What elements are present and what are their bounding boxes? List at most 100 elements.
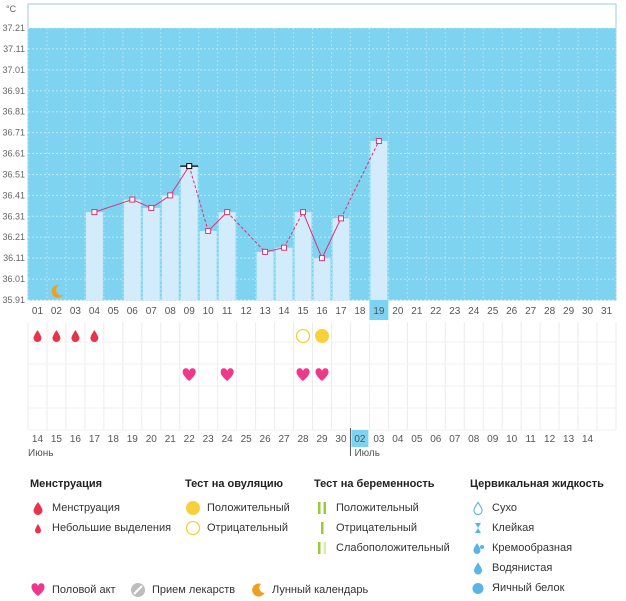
calendar-date-label: 06 xyxy=(430,434,442,445)
calendar-date-label: 29 xyxy=(316,434,328,445)
legend-pregnancy-positive: Положительный xyxy=(314,498,450,518)
legend-cervical-watery-label: Водянистая xyxy=(492,562,553,574)
calendar-date-label: 18 xyxy=(108,434,120,445)
legend-intercourse-label: Половой акт xyxy=(52,584,116,596)
legend-spotting-item: Небольшие выделения xyxy=(30,518,171,538)
calendar-highlight xyxy=(351,430,369,447)
temperature-bar xyxy=(180,166,198,300)
cycle-day-label: 23 xyxy=(449,306,461,317)
cycle-day-label: 10 xyxy=(203,306,215,317)
calendar-date-label: 13 xyxy=(563,434,575,445)
cycle-day-label: 15 xyxy=(297,306,309,317)
egg-white-icon xyxy=(470,580,486,596)
intercourse-heart xyxy=(182,368,196,381)
y-unit-label: °C xyxy=(6,4,17,14)
cycle-day-label: 27 xyxy=(525,306,537,317)
temperature-line-segment xyxy=(302,211,323,259)
month-label-june: Июнь xyxy=(28,448,53,459)
calendar-date-label: 04 xyxy=(392,434,404,445)
legend-pregnancy: Тест на беременность Положительный Отриц… xyxy=(314,478,450,558)
hourglass-icon xyxy=(470,520,486,536)
water-drop-icon xyxy=(470,560,486,576)
legend-cervical: Цервикальная жидкость Сухо Клейкая Кремо… xyxy=(470,478,604,598)
calendar-date-label: 14 xyxy=(32,434,44,445)
legend-cervical-creamy-label: Кремообразная xyxy=(492,542,573,554)
creamy-drop-icon xyxy=(470,540,486,556)
legend-moon: Лунный календарь xyxy=(250,580,368,600)
cycle-day-label: 13 xyxy=(260,306,272,317)
legend-pregnancy-weak-label: Слабоположительный xyxy=(336,542,450,554)
outline-drop-icon xyxy=(470,500,486,516)
legend-medication: Прием лекарств xyxy=(130,580,235,600)
temperature-point xyxy=(205,227,212,234)
temperature-point xyxy=(375,137,382,144)
legend-medication-label: Прием лекарств xyxy=(152,584,236,596)
temperature-point xyxy=(337,215,344,222)
calendar-date-label: 02 xyxy=(354,434,366,445)
calendar-date-label: 16 xyxy=(70,434,82,445)
month-label-july: Июль xyxy=(354,448,380,459)
y-tick-label: 36.61 xyxy=(2,149,25,159)
y-tick-label: 36.21 xyxy=(2,232,25,242)
calendar-date-label: 24 xyxy=(222,434,234,445)
temperature-point xyxy=(224,209,231,216)
temperature-bar xyxy=(161,195,179,300)
temperature-bar xyxy=(256,251,274,300)
drop-icon xyxy=(30,500,46,516)
temperature-line-segment xyxy=(321,218,342,259)
calendar-date-label: 11 xyxy=(525,434,536,445)
cycle-day-label: 20 xyxy=(392,306,404,317)
legend-pregnancy-title: Тест на беременность xyxy=(314,478,435,490)
small-drop-icon xyxy=(30,520,46,536)
temperature-line-segment xyxy=(188,165,209,232)
ovulation-negative-marker xyxy=(295,328,311,344)
legend-cervical-eggwhite: Яичный белок xyxy=(470,578,604,598)
cycle-day-label: 18 xyxy=(354,306,366,317)
cycle-day-label: 31 xyxy=(601,306,613,317)
legend-cervical-creamy: Кремообразная xyxy=(470,538,604,558)
calendar-date-label: 10 xyxy=(506,434,518,445)
calendar-date-label: 20 xyxy=(146,434,158,445)
legend-cervical-sticky: Клейкая xyxy=(470,518,604,538)
cycle-day-label: 14 xyxy=(279,306,291,317)
legend-cervical-title: Цервикальная жидкость xyxy=(470,478,604,490)
temperature-bar xyxy=(199,230,217,300)
cycle-day-label: 30 xyxy=(582,306,594,317)
temperature-point xyxy=(262,248,269,255)
legend-ovulation-positive-label: Положительный xyxy=(207,502,290,514)
legend-cervical-dry-label: Сухо xyxy=(492,502,517,514)
legend: Менструация Менструация Небольшие выделе… xyxy=(0,478,626,598)
cycle-day-label: 25 xyxy=(487,306,499,317)
temperature-line-segment xyxy=(283,211,304,248)
cycle-day-label: 01 xyxy=(32,306,44,317)
legend-ovulation-negative-label: Отрицательный xyxy=(207,522,288,534)
temperature-bar xyxy=(85,212,103,300)
calendar-date-label: 25 xyxy=(241,434,253,445)
y-tick-label: 36.71 xyxy=(2,128,25,138)
empty-circle-icon xyxy=(185,520,201,536)
temperature-point xyxy=(186,163,193,170)
legend-menstruation: Менструация Менструация Небольшие выделе… xyxy=(30,478,171,538)
legend-menstruation-title: Менструация xyxy=(30,478,103,490)
cycle-day-label: 24 xyxy=(468,306,480,317)
y-tick-label: 37.11 xyxy=(3,44,25,54)
legend-menstruation-label: Менструация xyxy=(52,502,120,514)
heart-icon xyxy=(30,582,46,598)
temperature-bar xyxy=(218,212,236,300)
cycle-day-label: 09 xyxy=(184,306,196,317)
legend-cervical-watery: Водянистая xyxy=(470,558,604,578)
temperature-line-segment xyxy=(264,247,285,253)
cycle-day-label: 21 xyxy=(411,306,423,317)
temperature-point xyxy=(129,196,136,203)
temperature-line-segment xyxy=(207,211,228,232)
cycle-day-label: 26 xyxy=(506,306,518,317)
calendar-date-label: 28 xyxy=(297,434,309,445)
legend-moon-label: Лунный календарь xyxy=(272,584,369,596)
legend-cervical-eggwhite-label: Яичный белок xyxy=(492,582,565,594)
y-tick-label: 36.11 xyxy=(3,253,25,263)
temperature-line-segment xyxy=(94,199,133,213)
y-tick-label: 36.81 xyxy=(2,107,25,117)
calendar-date-label: 03 xyxy=(373,434,385,445)
legend-ovulation-positive: Положительный xyxy=(185,498,290,518)
temperature-bar xyxy=(332,218,350,300)
